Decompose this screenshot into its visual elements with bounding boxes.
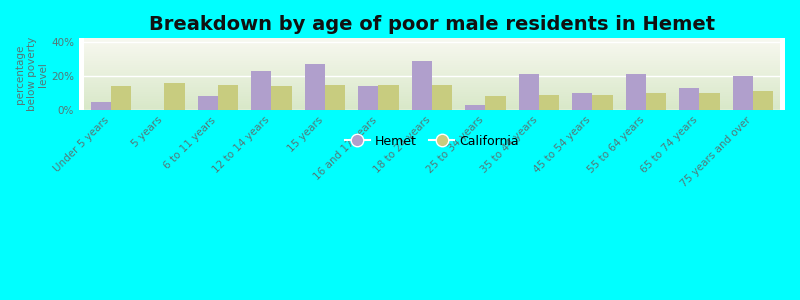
Bar [465, 105, 486, 110]
Bar [432, 85, 452, 110]
Bar [646, 93, 666, 110]
Bar [165, 83, 185, 110]
Bar [733, 76, 753, 110]
Y-axis label: percentage
below poverty
level: percentage below poverty level [15, 37, 48, 111]
Bar [572, 93, 593, 110]
Bar [679, 88, 699, 110]
Bar [699, 93, 720, 110]
Bar [753, 92, 774, 110]
Bar [325, 85, 346, 110]
Bar [251, 71, 271, 110]
Legend: Hemet, California: Hemet, California [340, 130, 524, 153]
Bar [198, 97, 218, 110]
Bar [378, 85, 398, 110]
Bar [626, 74, 646, 110]
Bar [486, 97, 506, 110]
Bar [518, 74, 539, 110]
Bar [411, 61, 432, 110]
Bar [593, 95, 613, 110]
Bar [271, 86, 292, 110]
Bar [305, 64, 325, 110]
Bar [111, 86, 131, 110]
Bar [218, 85, 238, 110]
Bar [358, 86, 378, 110]
Bar [90, 102, 111, 110]
Title: Breakdown by age of poor male residents in Hemet: Breakdown by age of poor male residents … [149, 15, 715, 34]
Bar [539, 95, 559, 110]
